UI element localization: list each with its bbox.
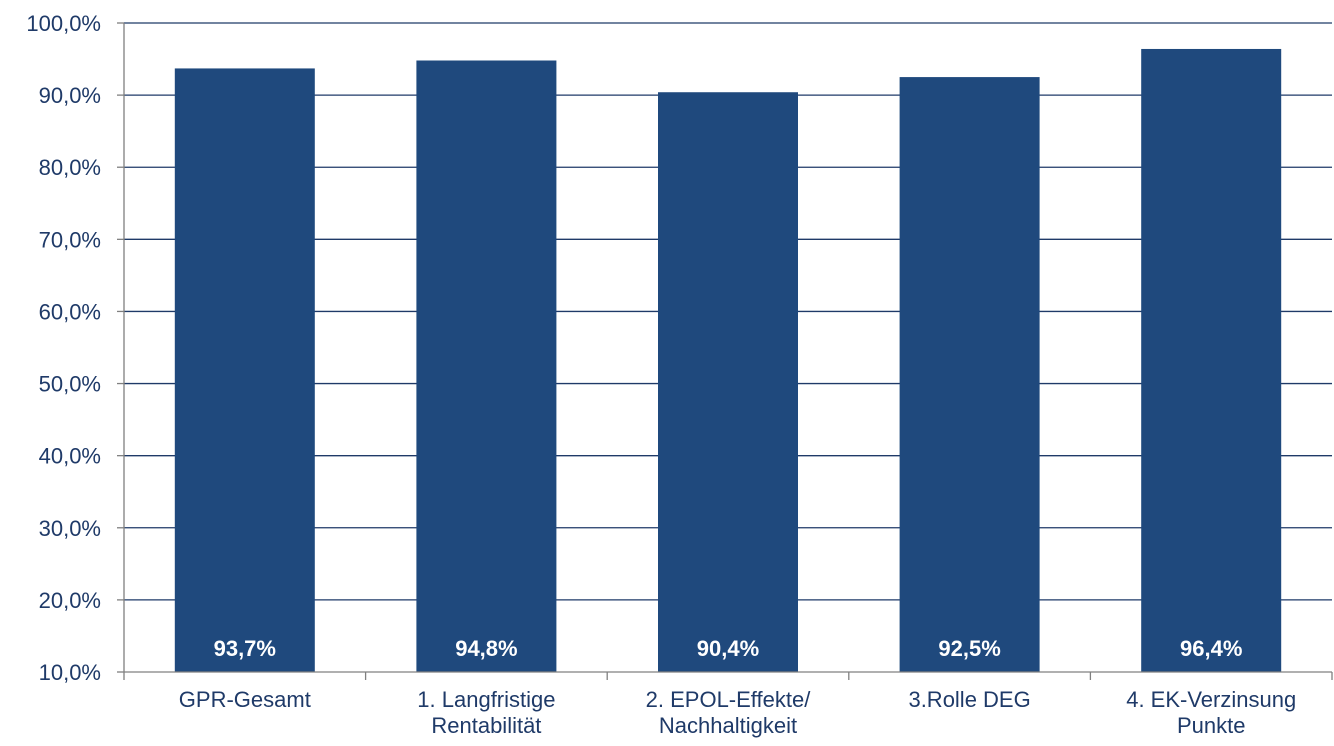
bar <box>1141 48 1282 672</box>
x-category-label-line: 3.Rolle DEG <box>908 687 1030 712</box>
bar <box>899 77 1040 673</box>
y-tick-label: 80,0% <box>39 155 101 180</box>
data-label: 94,8% <box>455 636 517 661</box>
data-label: 90,4% <box>697 636 759 661</box>
axes <box>117 22 1333 680</box>
y-tick-label: 70,0% <box>39 227 101 252</box>
x-category-label-line: GPR-Gesamt <box>179 687 311 712</box>
x-category-label-line: 1. Langfristige <box>417 687 555 712</box>
data-label: 93,7% <box>214 636 276 661</box>
bar <box>416 60 557 672</box>
x-category-label-line: 4. EK-Verzinsung <box>1126 687 1296 712</box>
y-tick-label: 20,0% <box>39 588 101 613</box>
bar <box>658 92 798 672</box>
bar <box>174 68 315 673</box>
x-category-label: 2. EPOL-Effekte/Nachhaltigkeit <box>646 687 812 738</box>
data-label: 96,4% <box>1180 636 1242 661</box>
bars: 93,7% 94,8% 90,4% 92,5% 96,4% <box>174 48 1282 673</box>
x-category-label-line: 2. EPOL-Effekte/ <box>646 687 812 712</box>
x-category-label: 3.Rolle DEG <box>908 687 1030 712</box>
y-tick-label: 30,0% <box>39 516 101 541</box>
x-category-label-line: Nachhaltigkeit <box>659 713 797 738</box>
y-axis-tick-labels: 10,0% 20,0% 30,0% 40,0% 50,0% 60,0% 70,0% 80,0%… <box>26 11 101 685</box>
y-tick-label: 100,0% <box>26 11 101 36</box>
x-category-label: 4. EK-Verzinsung Punkte <box>1126 687 1296 738</box>
y-tick-label: 40,0% <box>39 444 101 469</box>
x-category-label: 1. Langfristige Rentabilität <box>417 687 555 738</box>
x-category-label-line: Rentabilität <box>431 713 541 738</box>
x-category-label-line: Punkte <box>1177 713 1246 738</box>
y-tick-label: 60,0% <box>39 299 101 324</box>
y-tick-label: 90,0% <box>39 83 101 108</box>
y-tick-label: 50,0% <box>39 372 101 397</box>
x-axis-category-labels: GPR-Gesamt 1. Langfristige Rentabilität 2. … <box>179 687 1296 738</box>
x-category-label: GPR-Gesamt <box>179 687 311 712</box>
y-tick-label: 10,0% <box>39 660 101 685</box>
data-label: 92,5% <box>938 636 1000 661</box>
